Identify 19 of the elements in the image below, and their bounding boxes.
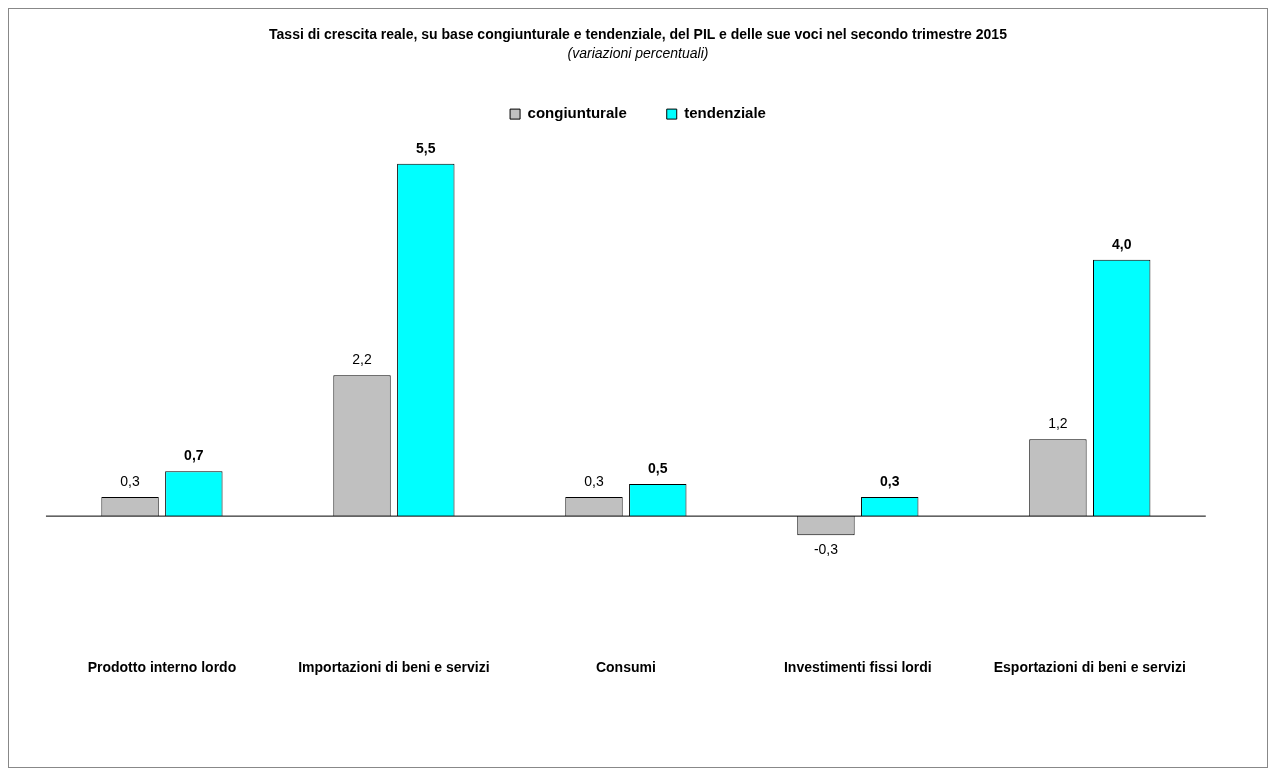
data-label: 2,2 — [352, 350, 372, 367]
data-label: 1,2 — [1048, 415, 1068, 432]
data-label: 0,5 — [648, 459, 668, 476]
x-tick-label: Esportazioni di beni e servizi — [993, 659, 1186, 676]
data-label: 5,5 — [416, 139, 436, 156]
data-label: 4,0 — [1111, 235, 1132, 252]
legend-label: congiunturale — [527, 104, 627, 122]
x-tick-label: Importazioni di beni e servizi — [298, 659, 490, 676]
legend-label: tendenziale — [684, 104, 766, 122]
chart-subtitle: (variazioni percentuali) — [567, 45, 709, 62]
data-label: 0,3 — [880, 472, 900, 489]
data-label: 0,3 — [120, 472, 140, 489]
x-tick-label: Prodotto interno lordo — [87, 659, 237, 676]
chart-title: Tassi di crescita reale, su base congiunturale e tendenziale, del PIL e delle sue voci nel secondo trimestre 2015 — [269, 26, 1008, 43]
data-label: -0,3 — [813, 541, 839, 558]
data-label: 0,7 — [184, 447, 204, 464]
data-label: 0,3 — [584, 472, 604, 489]
x-tick-label: Consumi — [595, 659, 656, 676]
x-tick-label: Investimenti fissi lordi — [783, 659, 932, 676]
